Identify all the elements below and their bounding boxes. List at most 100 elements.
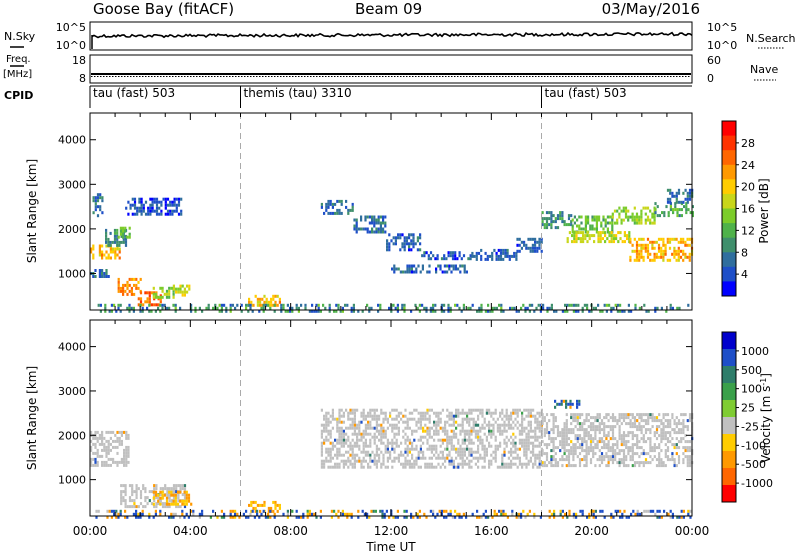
heatmap-cell bbox=[273, 309, 276, 313]
heatmap-cell bbox=[351, 462, 354, 466]
heatmap-cell bbox=[388, 515, 391, 519]
heatmap-cell bbox=[256, 303, 259, 307]
heatmap-cell bbox=[636, 434, 639, 438]
heatmap-cell bbox=[669, 200, 672, 204]
heatmap-cell bbox=[154, 309, 157, 313]
heatmap-cell bbox=[394, 239, 397, 243]
heatmap-cell bbox=[119, 286, 122, 290]
heatmap-cell bbox=[512, 411, 515, 415]
heatmap-cell bbox=[459, 423, 462, 427]
heatmap-cell bbox=[609, 446, 612, 450]
heatmap-cell bbox=[124, 505, 127, 509]
heatmap-cell bbox=[345, 432, 348, 436]
heatmap-cell bbox=[649, 413, 652, 417]
heatmap-cell bbox=[426, 426, 429, 430]
heatmap-cell bbox=[666, 455, 670, 459]
heatmap-cell bbox=[609, 455, 612, 459]
heatmap-cell bbox=[675, 425, 678, 429]
heatmap-cell bbox=[573, 234, 576, 238]
power-heatmap-cells bbox=[90, 188, 694, 313]
heatmap-cell bbox=[475, 257, 478, 261]
heatmap-cell bbox=[425, 309, 428, 313]
heatmap-cell bbox=[501, 429, 504, 433]
heatmap-cell bbox=[386, 426, 389, 430]
heatmap-cell bbox=[550, 306, 553, 310]
heatmap-cell bbox=[540, 237, 543, 241]
heatmap-cell bbox=[449, 512, 452, 516]
colorbar-swatch bbox=[722, 468, 736, 486]
heatmap-cell bbox=[592, 512, 595, 516]
heatmap-cell bbox=[463, 435, 466, 439]
heatmap-cell bbox=[618, 215, 621, 219]
heatmap-cell bbox=[600, 452, 604, 456]
heatmap-cell bbox=[105, 234, 108, 238]
heatmap-cell bbox=[647, 437, 650, 441]
heatmap-cell bbox=[330, 509, 333, 513]
heatmap-cell bbox=[550, 458, 553, 462]
heatmap-cell bbox=[402, 435, 405, 439]
heatmap-cell bbox=[570, 428, 573, 432]
heatmap-cell bbox=[457, 411, 460, 415]
heatmap-cell bbox=[122, 232, 125, 236]
heatmap-cell bbox=[205, 306, 208, 310]
heatmap-cell bbox=[653, 240, 656, 244]
heatmap-cell bbox=[446, 438, 449, 442]
heatmap-cell bbox=[251, 309, 254, 313]
heatmap-cell bbox=[411, 411, 414, 415]
heatmap-cell bbox=[450, 444, 453, 448]
heatmap-cell bbox=[426, 408, 429, 412]
heatmap-cell bbox=[538, 450, 541, 454]
heatmap-cell bbox=[638, 512, 641, 516]
heatmap-cell bbox=[212, 509, 215, 513]
heatmap-cell bbox=[550, 437, 553, 441]
heatmap-cell bbox=[603, 446, 606, 450]
heatmap-cell bbox=[231, 303, 234, 307]
heatmap-cell bbox=[137, 280, 140, 284]
heatmap-cell bbox=[337, 306, 340, 310]
heatmap-cell bbox=[320, 429, 323, 433]
heatmap-cell bbox=[417, 456, 420, 460]
heatmap-cell bbox=[428, 417, 431, 421]
heatmap-cell bbox=[541, 413, 544, 417]
heatmap-cell bbox=[686, 461, 689, 465]
heatmap-cell bbox=[179, 487, 182, 491]
heatmap-cell bbox=[336, 450, 339, 454]
heatmap-cell bbox=[611, 218, 614, 222]
heatmap-cell bbox=[581, 440, 584, 444]
heatmap-cell bbox=[394, 236, 397, 240]
heatmap-cell bbox=[360, 420, 363, 424]
heatmap-cell bbox=[240, 303, 243, 307]
heatmap-cell bbox=[446, 408, 449, 412]
heatmap-cell bbox=[512, 462, 515, 466]
ytick-label: 3000 bbox=[58, 385, 86, 398]
heatmap-cell bbox=[527, 438, 530, 442]
heatmap-cell bbox=[109, 247, 112, 251]
heatmap-cell bbox=[383, 515, 386, 519]
heatmap-cell bbox=[673, 443, 676, 447]
heatmap-cell bbox=[480, 254, 483, 258]
heatmap-cell bbox=[488, 465, 491, 469]
heatmap-cell bbox=[373, 411, 376, 415]
heatmap-cell bbox=[460, 515, 463, 519]
heatmap-cell bbox=[424, 465, 427, 469]
heatmap-cell bbox=[123, 457, 126, 461]
time-axis: 00:00 04:00 08:00 12:00 16:00 20:00 00:00 bbox=[73, 524, 710, 538]
heatmap-cell bbox=[472, 423, 475, 427]
heatmap-cell bbox=[536, 420, 539, 424]
heatmap-cell bbox=[481, 444, 484, 448]
heatmap-cell bbox=[170, 487, 173, 491]
heatmap-cell bbox=[585, 446, 588, 450]
heatmap-cell bbox=[340, 414, 343, 418]
heatmap-cell bbox=[247, 303, 250, 307]
heatmap-cell bbox=[362, 459, 365, 463]
heatmap-cell bbox=[649, 437, 652, 441]
heatmap-cell bbox=[499, 251, 503, 255]
heatmap-cell bbox=[452, 417, 455, 421]
heatmap-cell bbox=[272, 500, 275, 504]
heatmap-cell bbox=[402, 270, 405, 274]
heatmap-cell bbox=[565, 399, 568, 403]
heatmap-cell bbox=[663, 509, 666, 513]
heatmap-cell bbox=[179, 290, 182, 294]
heatmap-cell bbox=[133, 203, 137, 207]
heatmap-cell bbox=[567, 214, 571, 218]
